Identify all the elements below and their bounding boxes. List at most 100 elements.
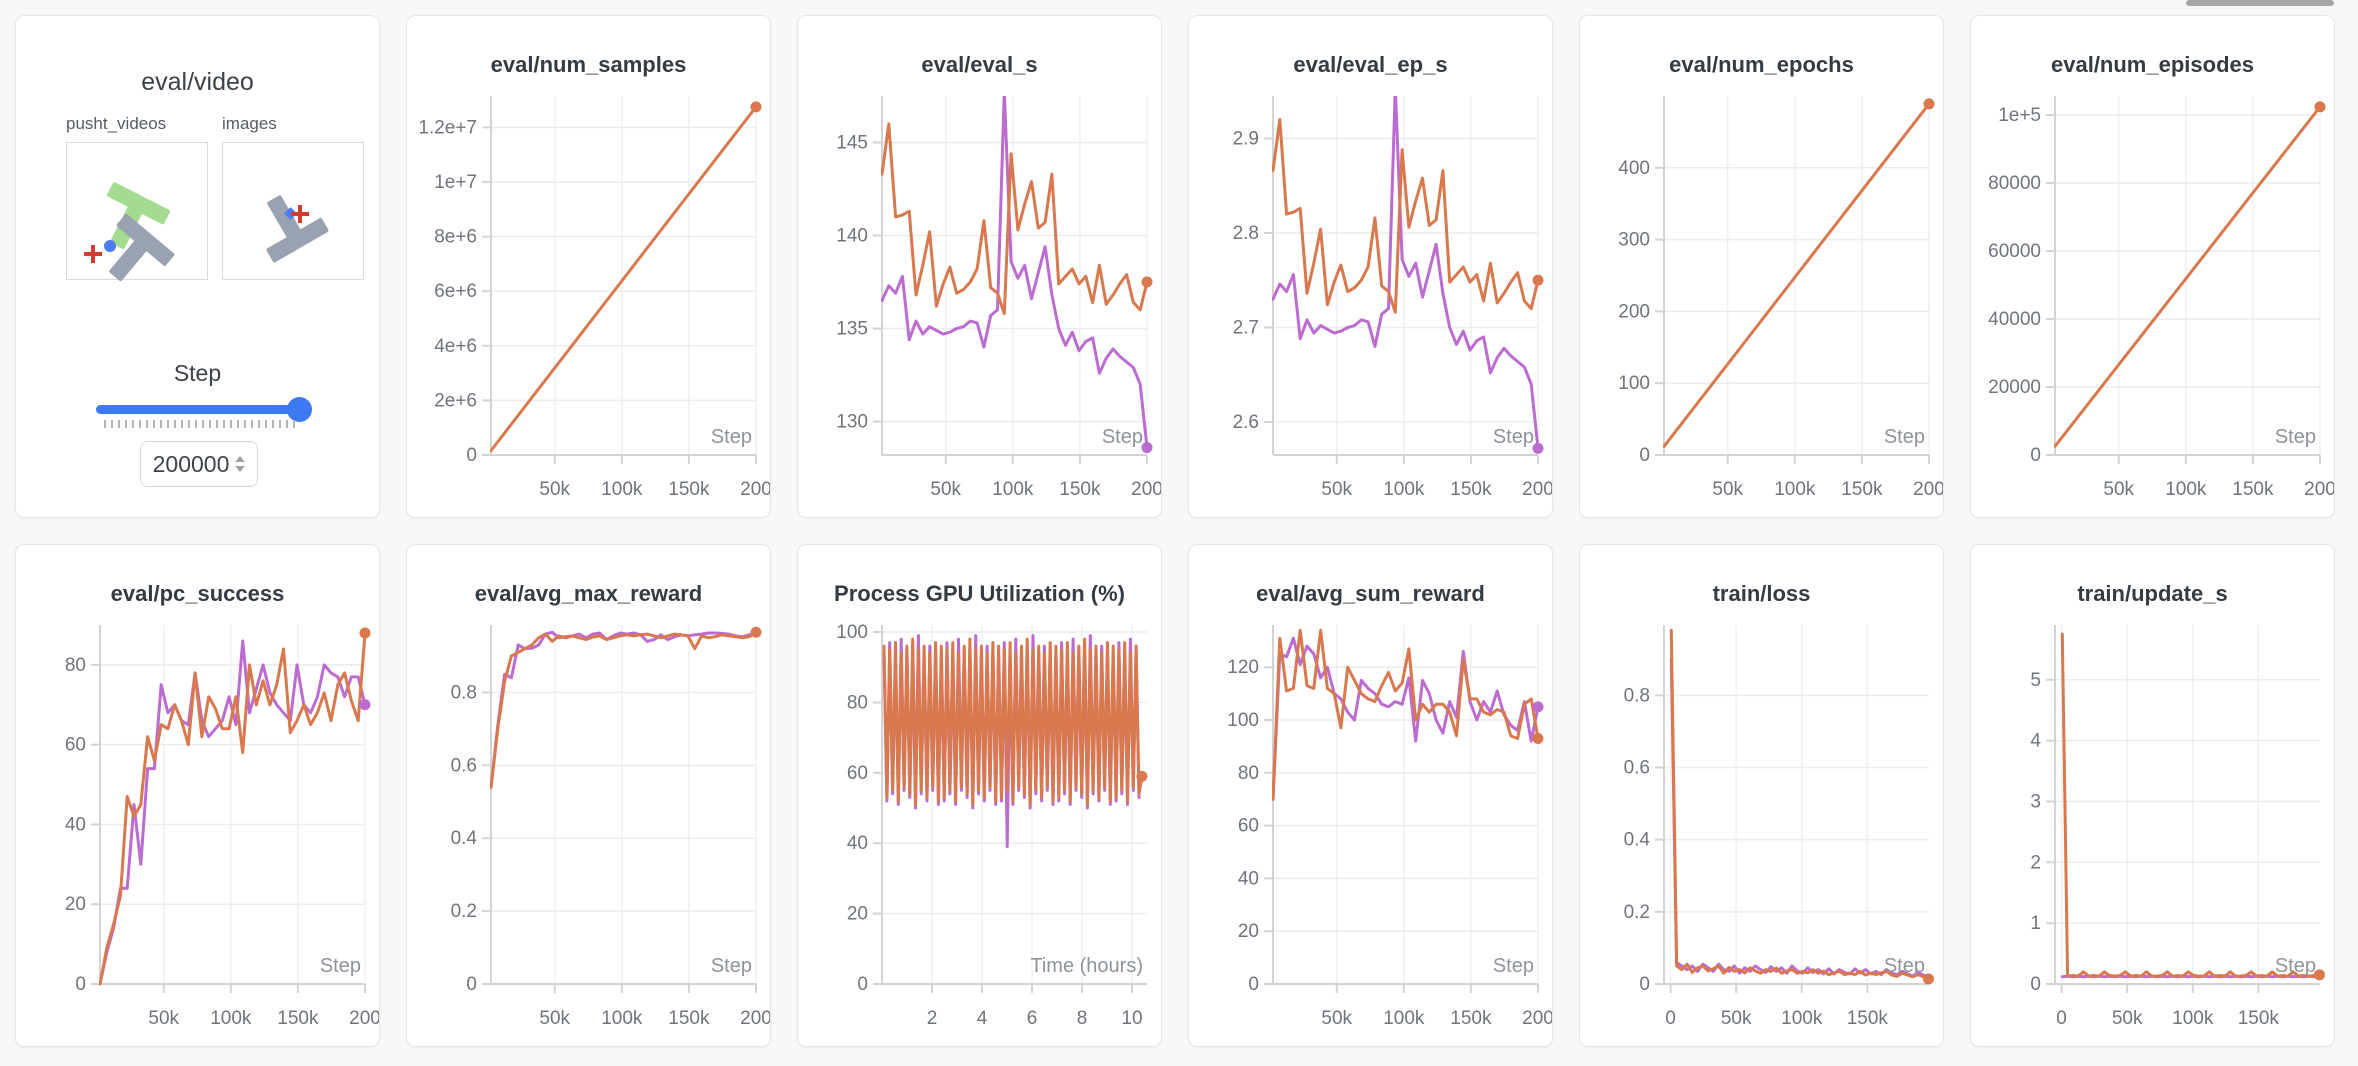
svg-text:60000: 60000 xyxy=(1988,241,2041,262)
svg-text:150k: 150k xyxy=(668,479,710,500)
svg-text:0: 0 xyxy=(75,974,86,995)
series-end-dot xyxy=(1136,770,1148,782)
images-thumbnail[interactable] xyxy=(222,142,364,280)
chart-panel-eval-avg-sum-reward: eval/avg_sum_reward 0 20 40 60 80 100 120 50k 100… xyxy=(1188,544,1553,1047)
svg-text:50k: 50k xyxy=(1712,479,1743,500)
svg-text:8: 8 xyxy=(1077,1008,1088,1029)
svg-text:6e+6: 6e+6 xyxy=(434,281,477,302)
chart-canvas[interactable]: 130 135 140 145 50k 100k 150k 200 Step xyxy=(798,16,1162,518)
series-run-purple xyxy=(1272,96,1540,450)
svg-text:40: 40 xyxy=(65,814,86,835)
svg-text:1e+7: 1e+7 xyxy=(434,172,477,193)
svg-text:2.6: 2.6 xyxy=(1233,412,1259,433)
svg-text:50k: 50k xyxy=(148,1008,179,1029)
series-end-dot xyxy=(1923,98,1935,110)
series-run-orange xyxy=(99,631,367,986)
svg-text:50k: 50k xyxy=(1321,1008,1352,1029)
target-cross-icon xyxy=(291,205,309,223)
svg-text:50k: 50k xyxy=(2103,479,2134,500)
series-end-dot xyxy=(1141,276,1153,288)
chart-canvas[interactable]: 0 2e+6 4e+6 6e+6 8e+6 1e+7 1.2e+7 50k 100k 150k 20… xyxy=(407,16,771,518)
panel-title: eval/video xyxy=(141,68,254,96)
x-axis-label: Step xyxy=(2275,426,2316,448)
svg-text:150k: 150k xyxy=(2232,479,2274,500)
chart-canvas[interactable]: 2.6 2.7 2.8 2.9 50k 100k 150k 200 Step xyxy=(1189,16,1553,518)
series-run-orange xyxy=(1663,102,1931,448)
series-run-orange xyxy=(1272,118,1540,314)
series-end-dot xyxy=(1922,973,1934,985)
svg-text:200: 200 xyxy=(740,1008,771,1029)
x-axis-label: Step xyxy=(1884,426,1925,448)
svg-text:50k: 50k xyxy=(930,479,961,500)
panel-grid: eval/video pusht_videos images xyxy=(15,15,2335,1047)
svg-text:50k: 50k xyxy=(1721,1008,1752,1029)
pusht-videos-thumbnail[interactable] xyxy=(66,142,208,282)
svg-text:100k: 100k xyxy=(2172,1008,2214,1029)
svg-text:80: 80 xyxy=(1238,763,1259,784)
svg-text:150k: 150k xyxy=(277,1008,319,1029)
svg-text:200: 200 xyxy=(2304,479,2335,500)
svg-text:1.2e+7: 1.2e+7 xyxy=(418,117,477,138)
svg-text:60: 60 xyxy=(65,735,86,756)
svg-text:100: 100 xyxy=(836,622,868,643)
svg-text:100k: 100k xyxy=(992,479,1034,500)
chart-canvas[interactable]: 0 20 40 60 80 50k 100k 150k 200 Step xyxy=(16,545,380,1047)
series-run-orange xyxy=(490,630,758,789)
svg-text:200: 200 xyxy=(740,479,771,500)
chart-canvas[interactable]: 0 1 2 3 4 5 0 50k 100k 150k Step xyxy=(1971,545,2335,1047)
x-axis-label: Step xyxy=(711,426,752,448)
step-slider-thumb[interactable] xyxy=(287,397,312,422)
svg-text:130: 130 xyxy=(836,412,868,433)
media-label-pusht-videos: pusht_videos xyxy=(66,114,167,133)
svg-text:150k: 150k xyxy=(1450,479,1492,500)
svg-text:100: 100 xyxy=(1618,373,1650,394)
chart-title: eval/num_samples xyxy=(490,52,687,77)
svg-text:150k: 150k xyxy=(1450,1008,1492,1029)
svg-text:0: 0 xyxy=(857,974,868,995)
chart-canvas[interactable]: 0 0.2 0.4 0.6 0.8 50k 100k 150k 200 Step xyxy=(407,545,771,1047)
svg-text:40: 40 xyxy=(847,833,868,854)
x-axis-label: Step xyxy=(2275,955,2316,977)
svg-text:2.8: 2.8 xyxy=(1233,223,1259,244)
svg-text:150k: 150k xyxy=(668,1008,710,1029)
step-value[interactable]: 200000 xyxy=(152,450,230,477)
svg-text:0.2: 0.2 xyxy=(451,901,477,922)
eval-video-panel: eval/video pusht_videos images xyxy=(15,15,380,518)
chart-canvas[interactable]: 0 20000 40000 60000 80000 1e+5 50k 100k 150k 200 S… xyxy=(1971,16,2335,518)
svg-text:40000: 40000 xyxy=(1988,309,2041,330)
chart-canvas[interactable]: 0 100 200 300 400 50k 100k 150k 200 Step xyxy=(1580,16,1944,518)
chart-panel-eval-eval-ep-s: eval/eval_ep_s 2.6 2.7 2.8 2.9 50k 100k 150k 200… xyxy=(1188,15,1553,518)
svg-text:200: 200 xyxy=(1522,1008,1553,1029)
step-up-icon[interactable] xyxy=(235,456,246,462)
series-end-dot xyxy=(750,626,762,638)
svg-text:0: 0 xyxy=(1248,974,1259,995)
chart-canvas[interactable]: 0 20 40 60 80 100 120 50k 100k 150k 200 Step xyxy=(1189,545,1553,1047)
svg-text:40: 40 xyxy=(1238,868,1259,889)
svg-text:4: 4 xyxy=(977,1008,988,1029)
agent-dot-icon xyxy=(104,240,116,252)
series-run-purple xyxy=(1669,657,1930,979)
chart-canvas[interactable]: 0 0.2 0.4 0.6 0.8 0 50k 100k 150k Step xyxy=(1580,545,1944,1047)
svg-text:150k: 150k xyxy=(1059,479,1101,500)
svg-text:3: 3 xyxy=(2030,791,2041,812)
horizontal-scrollbar[interactable] xyxy=(2186,0,2334,6)
svg-text:0: 0 xyxy=(2030,445,2041,466)
series-run-orange xyxy=(1272,628,1540,801)
chart-panel-eval-num-epochs: eval/num_epochs 0 100 200 300 400 50k 100k 150k 2… xyxy=(1579,15,1944,518)
x-axis-label: Step xyxy=(1884,955,1925,977)
step-number-input[interactable]: 200000 xyxy=(140,441,258,487)
svg-text:2e+6: 2e+6 xyxy=(434,390,477,411)
stepper-arrows[interactable] xyxy=(235,456,246,472)
svg-text:100k: 100k xyxy=(2165,479,2207,500)
step-down-icon[interactable] xyxy=(235,466,246,472)
svg-text:2.9: 2.9 xyxy=(1233,129,1259,150)
svg-text:135: 135 xyxy=(836,319,868,340)
svg-text:100k: 100k xyxy=(210,1008,252,1029)
svg-text:2: 2 xyxy=(927,1008,938,1029)
series-run-orange xyxy=(2060,632,2321,978)
svg-text:200: 200 xyxy=(1913,479,1944,500)
step-slider[interactable] xyxy=(96,405,312,414)
chart-canvas[interactable]: 0 20 40 60 80 100 2 4 6 8 10 Time (hours) xyxy=(798,545,1162,1047)
chart-panel-gpu-utilization: Process GPU Utilization (%) 0 20 40 60 80 100 2… xyxy=(797,544,1162,1047)
svg-text:100k: 100k xyxy=(1383,479,1425,500)
